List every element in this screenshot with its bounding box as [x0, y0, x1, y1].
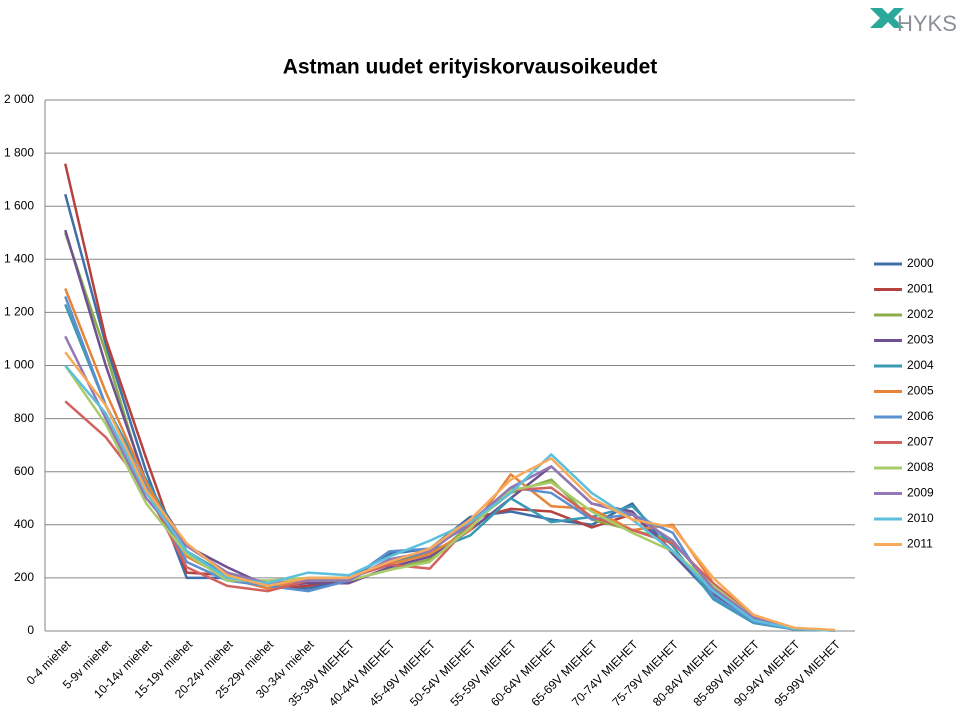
series-line — [64, 232, 835, 632]
series-line — [64, 303, 835, 632]
y-tick-label: 1 600 — [4, 198, 34, 212]
y-tick-label: 2 000 — [4, 92, 34, 106]
logo-icon — [870, 8, 904, 28]
legend-label: 2007 — [907, 435, 934, 449]
logo-text: HYKS — [897, 11, 957, 36]
series-line — [64, 351, 835, 632]
series-line — [64, 364, 835, 632]
legend-label: 2009 — [907, 486, 934, 500]
y-tick-label: 1 800 — [4, 145, 34, 159]
legend-label: 2002 — [907, 307, 934, 321]
y-tick-label: 1 200 — [4, 305, 34, 319]
series-line — [64, 335, 835, 632]
legend-label: 2010 — [907, 511, 934, 525]
series-line — [64, 288, 835, 632]
series-line — [64, 400, 835, 632]
y-tick-label: 0 — [27, 623, 34, 637]
legend-label: 2000 — [907, 256, 934, 270]
series-line — [64, 364, 835, 632]
legend-label: 2006 — [907, 409, 934, 423]
y-tick-label: 1 400 — [4, 251, 34, 265]
legend-label: 2008 — [907, 460, 934, 474]
y-tick-label: 800 — [14, 411, 34, 425]
y-tick-label: 400 — [14, 517, 34, 531]
chart-title: Astman uudet erityiskorvausoikeudet — [283, 56, 658, 79]
y-tick-label: 200 — [14, 570, 34, 584]
y-tick-label: 600 — [14, 464, 34, 478]
legend-label: 2011 — [907, 537, 933, 551]
legend-label: 2003 — [907, 333, 934, 347]
legend-label: 2005 — [907, 384, 934, 398]
legend-label: 2001 — [907, 282, 934, 296]
series-line — [64, 296, 835, 632]
y-tick-label: 1 000 — [4, 358, 34, 372]
series-line — [64, 229, 835, 632]
legend-label: 2004 — [907, 358, 934, 372]
